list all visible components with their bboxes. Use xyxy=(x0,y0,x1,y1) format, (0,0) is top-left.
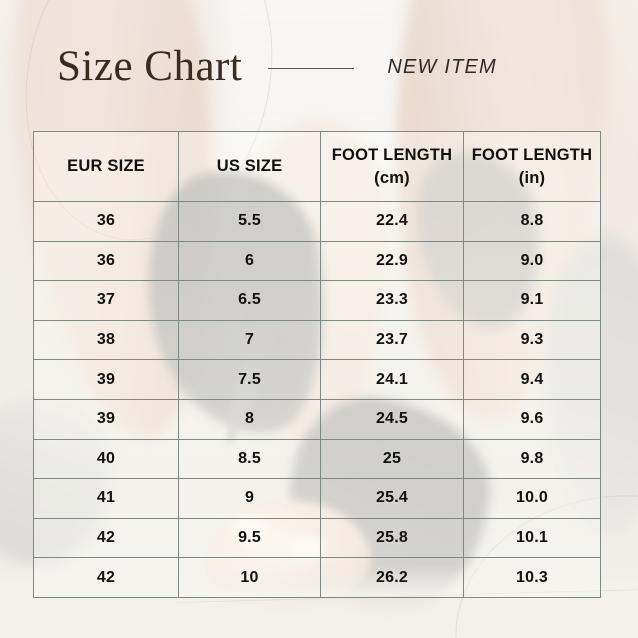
cell-eur-size: 42 xyxy=(33,517,179,559)
table-row: 36 6 22.9 9.0 xyxy=(33,240,601,282)
page-title: Size Chart xyxy=(57,42,243,90)
cell-eur-size: 37 xyxy=(33,280,179,321)
cell-eur-size: 36 xyxy=(33,201,179,242)
table-row: 39 7.5 24.1 9.4 xyxy=(33,359,601,400)
column-header-foot-length-cm-line2: (cm) xyxy=(374,168,410,187)
cell-foot-length-in: 8.8 xyxy=(463,201,601,242)
cell-us-size: 6.5 xyxy=(178,280,321,321)
cell-us-size: 8.5 xyxy=(178,438,321,480)
cell-us-size: 7 xyxy=(178,319,321,361)
cell-foot-length-cm: 22.9 xyxy=(320,240,464,282)
table-row: 41 9 25.4 10.0 xyxy=(33,478,601,519)
column-header-foot-length-in-line1: FOOT LENGTH xyxy=(471,146,593,165)
cell-foot-length-cm: 22.4 xyxy=(320,201,464,242)
table-row: 39 8 24.5 9.6 xyxy=(33,398,601,440)
cell-foot-length-in: 9.1 xyxy=(463,280,601,321)
table-row: 36 5.5 22.4 8.8 xyxy=(33,201,601,242)
table-row: 42 9.5 25.8 10.1 xyxy=(33,517,601,559)
cell-eur-size: 42 xyxy=(33,557,179,598)
cell-foot-length-cm: 25 xyxy=(320,438,464,480)
table-header: EUR SIZE US SIZE FOOT LENGTH (cm) FOOT L… xyxy=(33,131,601,202)
cell-foot-length-cm: 25.4 xyxy=(320,478,464,519)
cell-eur-size: 39 xyxy=(33,398,179,440)
column-header-us-size: US SIZE xyxy=(178,131,321,202)
cell-us-size: 6 xyxy=(178,240,321,282)
column-header-foot-length-cm: FOOT LENGTH (cm) xyxy=(320,131,464,202)
cell-foot-length-in: 9.0 xyxy=(463,240,601,282)
title-divider-rule xyxy=(268,67,355,69)
cell-eur-size: 40 xyxy=(33,438,179,480)
cell-foot-length-in: 10.0 xyxy=(463,478,601,519)
column-header-eur-size: EUR SIZE xyxy=(33,131,179,202)
cell-foot-length-in: 9.6 xyxy=(463,398,601,440)
cell-foot-length-in: 9.4 xyxy=(463,359,601,400)
cell-foot-length-in: 9.3 xyxy=(463,319,601,361)
cell-eur-size: 38 xyxy=(33,319,179,361)
cell-foot-length-cm: 25.8 xyxy=(320,517,464,559)
table-row: 42 10 26.2 10.3 xyxy=(33,557,601,598)
cell-foot-length-cm: 23.7 xyxy=(320,319,464,361)
size-chart-table-wrap: EUR SIZE US SIZE FOOT LENGTH (cm) FOOT L… xyxy=(33,131,601,598)
column-header-foot-length-in-line2: (in) xyxy=(518,168,546,187)
column-header-eur-size-line1: EUR SIZE xyxy=(67,157,145,176)
cell-foot-length-in: 10.1 xyxy=(463,517,601,559)
cell-eur-size: 36 xyxy=(33,240,179,282)
column-header-foot-length-cm-line1: FOOT LENGTH xyxy=(331,146,453,165)
cell-us-size: 10 xyxy=(178,557,321,598)
new-item-badge: NEW ITEM xyxy=(387,56,497,78)
cell-foot-length-cm: 26.2 xyxy=(320,557,464,598)
cell-foot-length-in: 9.8 xyxy=(463,438,601,480)
cell-foot-length-cm: 24.1 xyxy=(320,359,464,400)
cell-eur-size: 39 xyxy=(33,359,179,400)
table-row: 40 8.5 25 9.8 xyxy=(33,438,601,480)
size-chart-table: EUR SIZE US SIZE FOOT LENGTH (cm) FOOT L… xyxy=(33,131,601,598)
cell-us-size: 9.5 xyxy=(178,517,321,559)
table-body: 36 5.5 22.4 8.8 36 6 22.9 9.0 37 6.5 xyxy=(33,201,601,598)
cell-eur-size: 41 xyxy=(33,478,179,519)
cell-us-size: 8 xyxy=(178,398,321,440)
cell-foot-length-cm: 23.3 xyxy=(320,280,464,321)
table-row: 37 6.5 23.3 9.1 xyxy=(33,280,601,321)
cell-us-size: 5.5 xyxy=(178,201,321,242)
table-header-row: EUR SIZE US SIZE FOOT LENGTH (cm) FOOT L… xyxy=(33,131,601,202)
cell-foot-length-cm: 24.5 xyxy=(320,398,464,440)
column-header-us-size-line1: US SIZE xyxy=(216,157,283,176)
cell-foot-length-in: 10.3 xyxy=(463,557,601,598)
table-row: 38 7 23.7 9.3 xyxy=(33,319,601,361)
cell-us-size: 9 xyxy=(178,478,321,519)
cell-us-size: 7.5 xyxy=(178,359,321,400)
column-header-foot-length-in: FOOT LENGTH (in) xyxy=(463,131,601,202)
title-row: Size Chart NEW ITEM xyxy=(0,40,638,92)
